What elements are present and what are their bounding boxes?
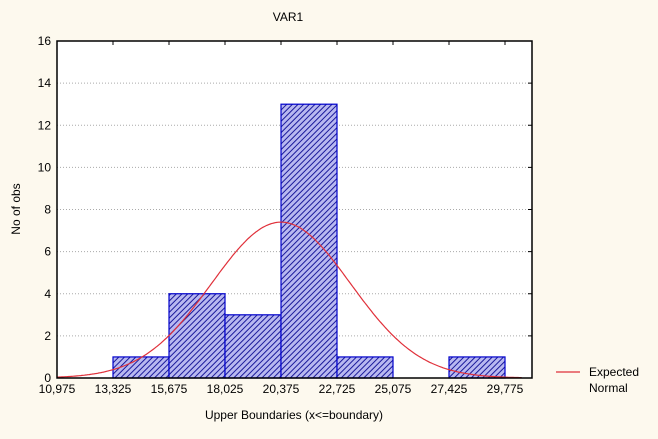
y-tick-label: 6 bbox=[44, 245, 51, 259]
x-tick-label: 27,425 bbox=[431, 382, 468, 396]
histogram-bar bbox=[224, 314, 282, 379]
x-tick-label: 22,725 bbox=[319, 382, 356, 396]
expected-normal-curve bbox=[57, 221, 522, 379]
x-tick-label: 13,325 bbox=[95, 382, 132, 396]
y-tick-label: 16 bbox=[38, 34, 52, 48]
x-tick-label: 10,975 bbox=[39, 382, 76, 396]
y-tick-label: 12 bbox=[38, 118, 52, 132]
x-tick-label: 29,775 bbox=[487, 382, 524, 396]
histogram-bar bbox=[336, 356, 394, 379]
histogram-bar bbox=[168, 293, 226, 379]
y-tick-label: 4 bbox=[44, 287, 51, 301]
y-tick-label: 8 bbox=[44, 203, 51, 217]
chart-title: VAR1 bbox=[273, 10, 304, 24]
x-tick-label: 15,675 bbox=[151, 382, 188, 396]
y-tick-label: 10 bbox=[38, 160, 52, 174]
legend-label-normal: Normal bbox=[589, 381, 628, 395]
x-tick-label: 25,075 bbox=[375, 382, 412, 396]
x-tick-label: 18,025 bbox=[207, 382, 244, 396]
y-tick-label: 0 bbox=[44, 371, 51, 385]
x-axis-label: Upper Boundaries (x<=boundary) bbox=[205, 408, 383, 422]
legend-label-expected: Expected bbox=[589, 365, 639, 379]
histogram-bar bbox=[280, 103, 338, 379]
y-axis-label: No of obs bbox=[9, 183, 23, 234]
y-tick-label: 14 bbox=[38, 76, 52, 90]
x-tick-label: 20,375 bbox=[263, 382, 300, 396]
y-tick-label: 2 bbox=[44, 329, 51, 343]
